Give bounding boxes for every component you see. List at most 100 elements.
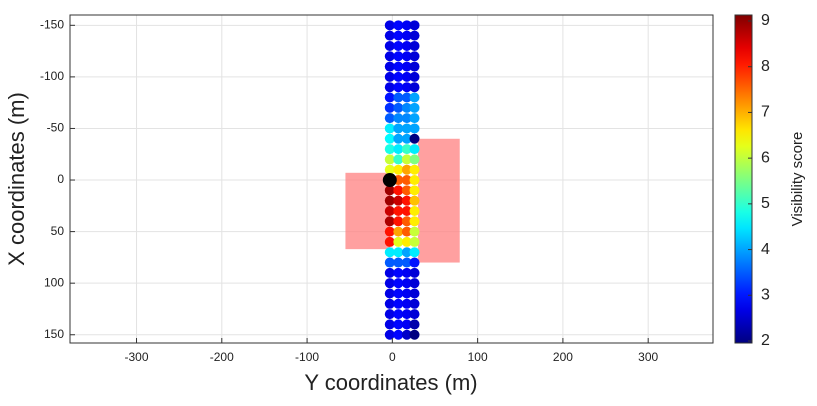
point [384, 236, 395, 247]
point [401, 319, 412, 330]
point [384, 257, 395, 268]
x-tick-label: -200 [210, 350, 234, 364]
point [393, 216, 404, 227]
y-tick-label: 0 [57, 172, 64, 186]
point [401, 102, 412, 113]
point [384, 113, 395, 124]
plot-frame [69, 14, 714, 344]
point [384, 40, 395, 51]
point [393, 226, 404, 237]
point [393, 236, 404, 247]
point [393, 40, 404, 51]
point [384, 205, 395, 216]
x-tick-label: -300 [125, 350, 149, 364]
point [393, 61, 404, 72]
point [401, 278, 412, 289]
point [393, 298, 404, 309]
point [401, 267, 412, 278]
point [401, 61, 412, 72]
point [384, 267, 395, 278]
point [393, 195, 404, 206]
point [401, 51, 412, 62]
point [393, 247, 404, 258]
x-tick-label: 100 [468, 350, 488, 364]
point [401, 30, 412, 41]
colorbar-tick-label: 5 [761, 195, 770, 212]
point [384, 288, 395, 299]
point [401, 257, 412, 268]
colorbar-tick-label: 2 [761, 332, 770, 349]
point [409, 236, 420, 247]
point [393, 257, 404, 268]
point [401, 309, 412, 320]
point [409, 205, 420, 216]
point [401, 133, 412, 144]
point [384, 185, 395, 196]
colorbar-label: Visibility score [789, 132, 806, 227]
point [384, 82, 395, 93]
point [401, 226, 412, 237]
point [384, 92, 395, 103]
point [384, 278, 395, 289]
point [384, 309, 395, 320]
point [393, 205, 404, 216]
point [393, 20, 404, 31]
y-axis-label: X coordinates (m) [4, 92, 29, 266]
point [384, 226, 395, 237]
point [393, 267, 404, 278]
point [401, 71, 412, 82]
point [384, 164, 395, 175]
point [401, 288, 412, 299]
point [409, 51, 420, 62]
point [409, 144, 420, 155]
point [401, 247, 412, 258]
point [409, 40, 420, 51]
point [393, 309, 404, 320]
point [401, 82, 412, 93]
y-tick-label: -150 [40, 17, 64, 31]
point [393, 30, 404, 41]
point [393, 82, 404, 93]
point [409, 329, 420, 340]
y-tick-label: 50 [51, 224, 65, 238]
point [393, 51, 404, 62]
colorbar-tick-label: 6 [761, 149, 770, 166]
point [393, 288, 404, 299]
point [393, 133, 404, 144]
point [384, 216, 395, 227]
point [409, 102, 420, 113]
point [409, 288, 420, 299]
colorbar-tick-label: 9 [761, 12, 770, 29]
point [393, 185, 404, 196]
point [384, 319, 395, 330]
y-tick-label: 100 [44, 275, 64, 289]
point [393, 329, 404, 340]
colorbar-tick-label: 4 [761, 241, 770, 258]
point [393, 164, 404, 175]
point [409, 175, 420, 186]
colorbar-tick-label: 8 [761, 58, 770, 75]
point [384, 195, 395, 206]
point [409, 92, 420, 103]
point [401, 185, 412, 196]
point [401, 113, 412, 124]
point [409, 71, 420, 82]
point [401, 164, 412, 175]
point [401, 154, 412, 165]
point [409, 278, 420, 289]
point [393, 92, 404, 103]
point [401, 92, 412, 103]
colorbar-tick-label: 3 [761, 287, 770, 304]
point [401, 236, 412, 247]
point [393, 113, 404, 124]
y-tick-label: -100 [40, 69, 64, 83]
point [409, 20, 420, 31]
colorbar-tick-label: 7 [761, 104, 770, 121]
point [409, 226, 420, 237]
point [384, 102, 395, 113]
point [384, 329, 395, 340]
y-tick-label: -50 [47, 121, 65, 135]
region [417, 138, 460, 263]
colorbar [734, 14, 753, 344]
